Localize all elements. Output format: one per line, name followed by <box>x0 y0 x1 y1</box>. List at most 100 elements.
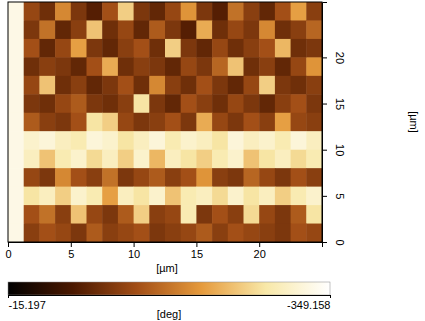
colorbar-tick-label: -349.158 <box>287 299 330 311</box>
heatmap-cell <box>134 168 150 187</box>
heatmap-cell <box>87 131 103 150</box>
heatmap-cell <box>24 131 40 150</box>
heatmap-cell <box>196 150 212 169</box>
colorbar-axis-line <box>9 296 331 299</box>
heatmap-cell <box>196 76 212 95</box>
heatmap-cell <box>244 224 260 242</box>
heatmap-cell <box>102 131 118 150</box>
heatmap-cell <box>102 94 118 113</box>
heatmap-cell <box>149 224 165 242</box>
heatmap-cell <box>134 2 150 21</box>
heatmap-cell <box>181 205 197 224</box>
heatmap-cell <box>244 168 260 187</box>
heatmap-cell <box>275 131 291 150</box>
heatmap-cell <box>165 150 181 169</box>
y-axis-title: [µm] <box>408 111 420 133</box>
heatmap-cell <box>87 39 103 58</box>
heatmap-cell <box>165 205 181 224</box>
heatmap-cell <box>259 205 275 224</box>
heatmap-cell <box>87 20 103 39</box>
heatmap-cell <box>8 150 24 169</box>
heatmap-cell <box>118 39 134 58</box>
x-tick: 10 <box>128 242 140 260</box>
heatmap-cell <box>102 205 118 224</box>
heatmap-cell <box>259 150 275 169</box>
x-tick-mark <box>196 242 197 247</box>
heatmap-cell <box>212 205 228 224</box>
heatmap-cell <box>24 94 40 113</box>
heatmap-cell <box>228 57 244 76</box>
heatmap-cell <box>259 76 275 95</box>
heatmap-cell <box>8 224 24 242</box>
colorbar-tick: -349.158 <box>287 295 330 311</box>
heatmap-cell <box>39 39 55 58</box>
heatmap-cell <box>181 57 197 76</box>
heatmap-cell <box>181 2 197 21</box>
heatmap-cell <box>71 57 87 76</box>
heatmap-cell <box>118 224 134 242</box>
heatmap-cell <box>55 76 71 95</box>
heatmap-cell <box>39 187 55 206</box>
heatmap-cell <box>149 20 165 39</box>
heatmap-cell <box>165 39 181 58</box>
y-tick-label: 0 <box>334 239 346 245</box>
heatmap-cell <box>306 76 322 95</box>
heatmap-cell <box>181 39 197 58</box>
heatmap-cell <box>181 168 197 187</box>
heatmap-cell <box>24 168 40 187</box>
heatmap-cell <box>275 39 291 58</box>
heatmap-cell <box>8 131 24 150</box>
heatmap-cell <box>87 224 103 242</box>
heatmap-cell <box>8 2 24 21</box>
heatmap-cell <box>244 205 260 224</box>
heatmap-cell <box>275 57 291 76</box>
heatmap-cell <box>196 57 212 76</box>
heatmap-cell <box>275 76 291 95</box>
heatmap-cell <box>228 76 244 95</box>
x-tick: 0 <box>5 242 11 260</box>
heatmap-cell <box>275 168 291 187</box>
heatmap-cell <box>55 187 71 206</box>
heatmap-cell <box>165 131 181 150</box>
heatmap-cell <box>39 57 55 76</box>
heatmap-cell <box>71 150 87 169</box>
heatmap-cell <box>24 224 40 242</box>
heatmap-cell <box>212 20 228 39</box>
heatmap-cell <box>134 150 150 169</box>
heatmap-cell <box>102 39 118 58</box>
colorbar <box>8 282 330 295</box>
heatmap-cell <box>181 224 197 242</box>
colorbar-tick-mark <box>330 295 331 298</box>
heatmap-cell <box>306 20 322 39</box>
colorbar-title: [deg] <box>157 308 181 320</box>
heatmap-cell <box>275 94 291 113</box>
y-tick-label: 10 <box>334 144 346 156</box>
y-tick-mark <box>322 150 327 151</box>
x-axis: 05101520 <box>5 242 322 260</box>
heatmap-cell <box>134 224 150 242</box>
heatmap-cell <box>102 150 118 169</box>
heatmap-cell <box>196 39 212 58</box>
heatmap-cell <box>291 2 307 21</box>
heatmap-cell <box>212 57 228 76</box>
heatmap-cell <box>165 20 181 39</box>
x-tick: 15 <box>191 242 203 260</box>
heatmap-cell <box>181 113 197 132</box>
heatmap-cell <box>212 39 228 58</box>
heatmap-cell <box>149 187 165 206</box>
heatmap-cell <box>306 205 322 224</box>
heatmap-cell <box>275 224 291 242</box>
heatmap-cell <box>244 20 260 39</box>
heatmap-cell <box>244 2 260 21</box>
heatmap-cell <box>118 20 134 39</box>
heatmap-cell <box>39 224 55 242</box>
heatmap-cell <box>118 205 134 224</box>
heatmap-cell <box>212 94 228 113</box>
heatmap-cell <box>102 57 118 76</box>
x-tick: 20 <box>254 242 266 260</box>
heatmap-cell <box>71 224 87 242</box>
x-axis-line <box>9 243 323 248</box>
heatmap-cell <box>259 131 275 150</box>
heatmap-cell <box>118 131 134 150</box>
heatmap-cell <box>291 113 307 132</box>
